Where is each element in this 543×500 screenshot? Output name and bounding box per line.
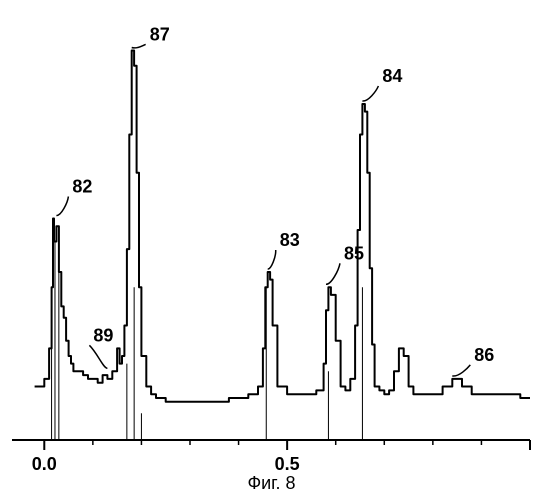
svg-text:0.0: 0.0 <box>32 454 57 474</box>
svg-text:84: 84 <box>382 66 402 86</box>
svg-text:82: 82 <box>72 177 92 197</box>
svg-text:83: 83 <box>280 230 300 250</box>
svg-text:86: 86 <box>474 345 494 365</box>
svg-text:85: 85 <box>344 243 364 263</box>
svg-text:0.5: 0.5 <box>275 454 300 474</box>
svg-text:87: 87 <box>150 25 170 45</box>
figure-caption: Фиг. 8 <box>0 473 543 494</box>
spectrum-chart: 0.0 0.5 82 89 87 83 85 84 86 <box>0 0 543 500</box>
svg-text:89: 89 <box>93 325 113 345</box>
